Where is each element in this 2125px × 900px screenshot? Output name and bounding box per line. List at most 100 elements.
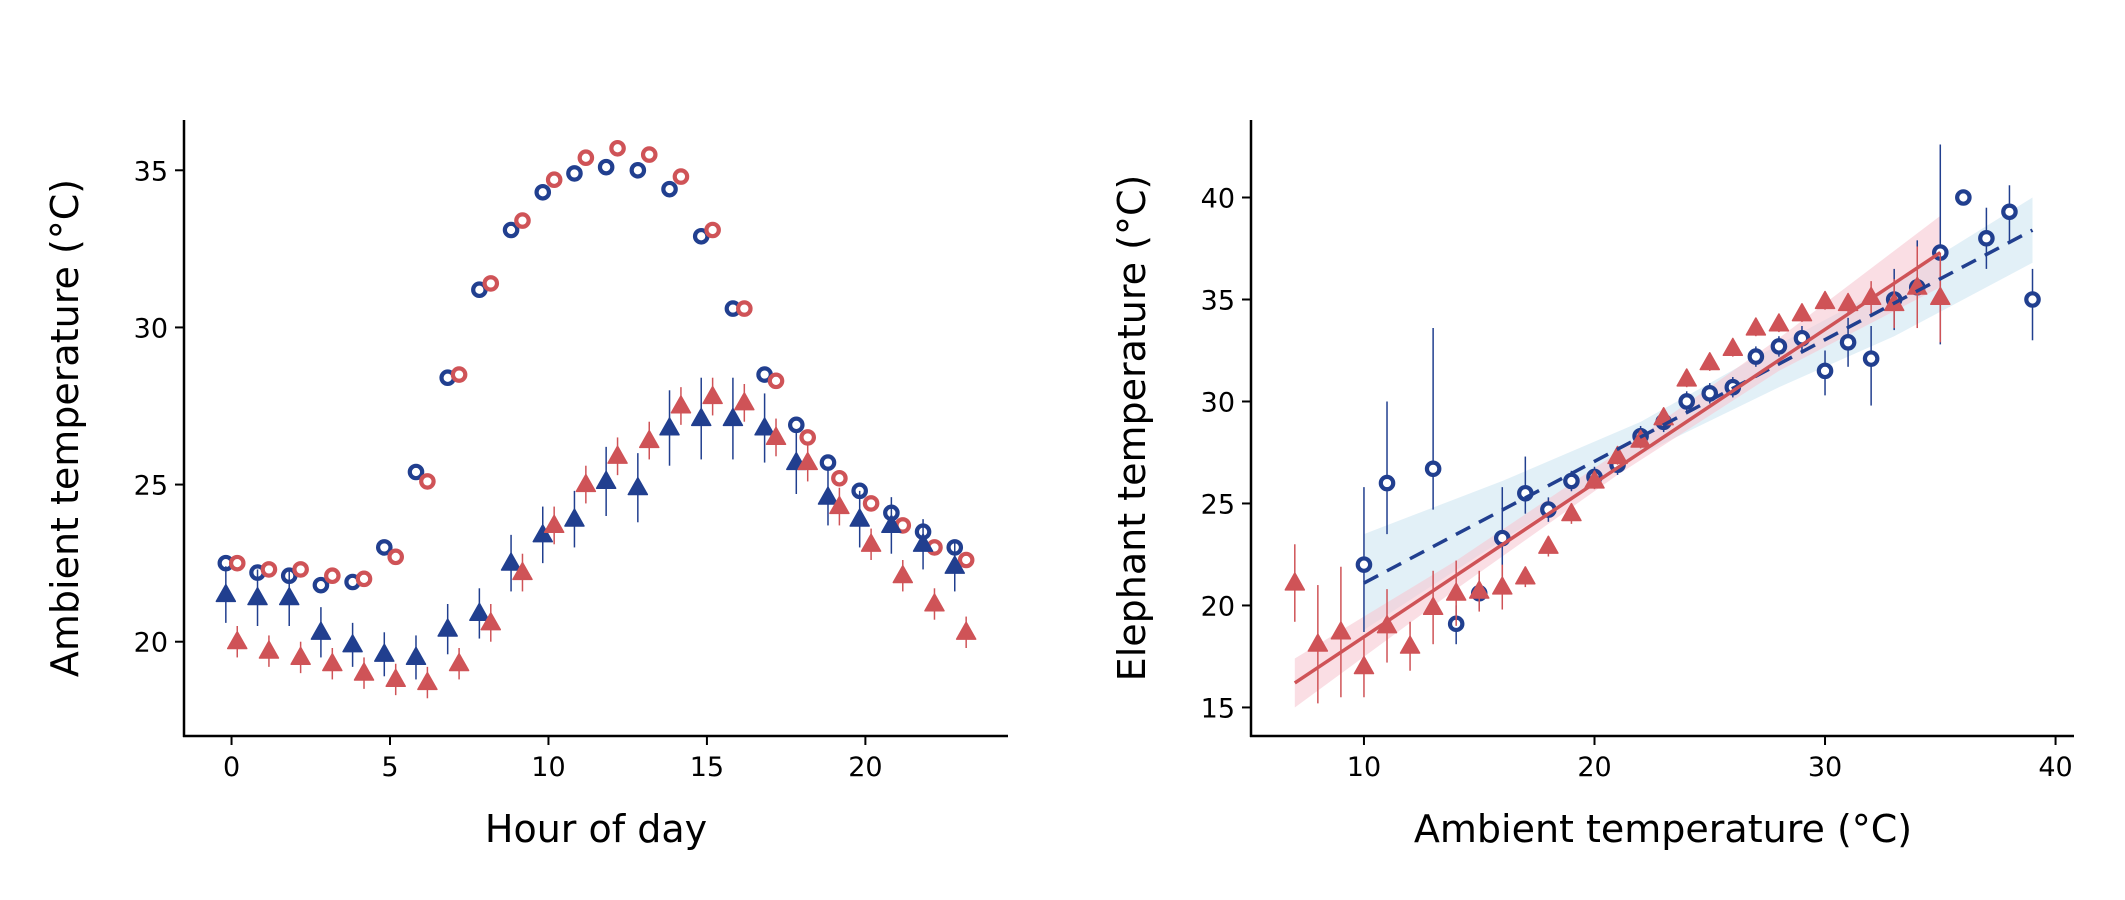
hourly-red-triangle-point	[512, 561, 533, 581]
hourly-red-triangle-point	[417, 671, 438, 691]
elephant-blue-circle-point	[2024, 291, 2041, 308]
elephant-red-regression-line	[1293, 251, 1942, 685]
elephant-red-triangle-point	[1538, 535, 1559, 554]
hourly-red-circle-point	[260, 561, 278, 578]
hourly-blue-triangle-point	[722, 407, 744, 427]
elephant-red-triangle-point	[1284, 572, 1306, 591]
hourly-blue-circle-point	[629, 161, 647, 179]
elephant-blue-circle-point	[1678, 393, 1696, 410]
hourly-red-circle-point	[736, 300, 753, 317]
hourly-x-axis-title: Hour of day	[485, 807, 707, 851]
hourly-red-triangle-point	[924, 593, 945, 612]
elephant-red-triangle-point	[1561, 502, 1582, 522]
hourly-blue-circle-point	[375, 539, 393, 556]
hourly-blue-triangle-point	[500, 552, 522, 571]
hourly-red-triangle-point	[892, 564, 914, 584]
hourly-blue-circle-point	[312, 576, 330, 594]
hourly-red-circle-point	[355, 570, 373, 588]
hourly-blue-circle-point	[566, 165, 583, 182]
elephant-x-tick-label: 10	[1347, 752, 1381, 783]
hourly-blue-triangle-point	[754, 417, 775, 436]
elephant-red-triangle-point	[1814, 290, 1836, 310]
hourly-blue-triangle-point	[595, 470, 617, 489]
elephant-y-tick-label: 35	[1201, 285, 1235, 316]
elephant-red-triangle-point	[1699, 351, 1721, 371]
hourly-blue-circle-point	[661, 180, 678, 198]
hourly-red-triangle-point	[322, 652, 343, 672]
hourly-red-triangle-point	[829, 495, 850, 515]
elephant-vs-ambient-chart: 10 20 30 40 15 20 25 30 35 40 Ambient temperature…	[1110, 120, 2074, 851]
elephant-blue-circle-point	[1978, 230, 1995, 247]
elephant-blue-circle-point	[2001, 203, 2018, 221]
hourly-red-circle-point	[799, 429, 817, 446]
elephant-blue-circle-point	[1839, 334, 1857, 351]
elephant-y-tick-label: 15	[1201, 693, 1235, 724]
hourly-red-circle-point	[704, 221, 721, 239]
hourly-blue-triangle-point	[817, 486, 839, 505]
hourly-red-triangle-point	[765, 426, 787, 445]
elephant-y-tick-label: 40	[1201, 184, 1235, 215]
elephant-blue-circle-point	[1563, 472, 1580, 490]
elephant-blue-circle-point	[1816, 362, 1834, 380]
elephant-plot-area	[1284, 144, 2041, 708]
hourly-y-tick-label: 25	[134, 471, 168, 502]
hourly-red-triangle-point	[353, 662, 375, 681]
hourly-red-triangle-point	[226, 630, 248, 650]
elephant-red-triangle-point	[1837, 292, 1859, 312]
hourly-blue-triangle-point	[374, 643, 395, 662]
hourly-y-axis-title: Ambient temperature (°C)	[43, 179, 87, 677]
hourly-blue-triangle-point	[659, 417, 680, 436]
hourly-blue-circle-point	[502, 221, 520, 239]
elephant-blue-regression-line	[1363, 228, 2034, 585]
hourly-x-tick-label: 10	[531, 752, 565, 783]
elephant-x-tick-label: 20	[1577, 752, 1611, 783]
hourly-blue-triangle-point	[532, 524, 554, 543]
hourly-blue-triangle-point	[437, 618, 458, 637]
elephant-blue-circle-point	[1378, 474, 1396, 492]
hourly-red-triangle-point	[290, 646, 311, 665]
hourly-x-tick-label: 15	[690, 752, 724, 783]
hourly-red-triangle-point	[448, 652, 470, 672]
hourly-blue-circle-point	[787, 416, 805, 434]
elephant-y-tick-label: 20	[1201, 591, 1235, 622]
hourly-red-triangle-point	[860, 533, 882, 552]
elephant-red-triangle-point	[1445, 582, 1467, 601]
elephant-red-triangle-point	[1307, 633, 1329, 652]
hourly-red-circle-point	[577, 149, 595, 167]
elephant-red-triangle-point	[1353, 655, 1375, 675]
hourly-red-circle-point	[672, 168, 690, 185]
elephant-blue-circle-point	[1770, 338, 1788, 355]
elephant-red-triangle-point	[1607, 445, 1628, 465]
elephant-blue-circle-point	[1955, 189, 1972, 206]
elephant-red-triangle-point	[1722, 337, 1744, 357]
hourly-red-circle-point	[292, 561, 309, 578]
elephant-y-tick-label: 30	[1201, 387, 1235, 418]
hourly-x-tick-label: 0	[223, 752, 240, 783]
elephant-x-tick-label: 30	[1808, 752, 1842, 783]
hourly-blue-circle-point	[819, 454, 837, 471]
hourly-red-triangle-point	[955, 621, 977, 640]
hourly-x-tick-label: 20	[848, 752, 882, 783]
hourly-red-triangle-point	[385, 668, 406, 687]
hourly-y-tick-label: 20	[134, 628, 168, 659]
hourly-plot-area	[215, 139, 977, 699]
hourly-blue-triangle-point	[278, 586, 300, 606]
hourly-blue-triangle-point	[342, 634, 363, 653]
elephant-red-triangle-point	[1676, 368, 1697, 387]
hourly-red-circle-point	[387, 548, 405, 566]
hourly-red-circle-point	[862, 495, 880, 512]
hourly-red-triangle-point	[734, 392, 755, 411]
hourly-blue-triangle-point	[849, 508, 870, 527]
elephant-x-axis-title: Ambient temperature (°C)	[1414, 807, 1912, 851]
hourly-blue-triangle-point	[912, 533, 934, 552]
hourly-x-tick-label: 5	[381, 752, 398, 783]
elephant-red-triangle-point	[1515, 566, 1536, 585]
hourly-blue-triangle-point	[469, 602, 490, 621]
hourly-temperature-chart: 0 5 10 15 20 20 25 30 35 Hour of day Ambient tem…	[43, 120, 1008, 851]
hourly-red-circle-point	[545, 171, 563, 189]
hourly-blue-triangle-point	[564, 508, 585, 527]
elephant-red-triangle-point	[1468, 580, 1490, 599]
elephant-ticks: 10 20 30 40 15 20 25 30 35 40	[1201, 184, 2073, 783]
elephant-y-tick-label: 25	[1201, 489, 1235, 520]
